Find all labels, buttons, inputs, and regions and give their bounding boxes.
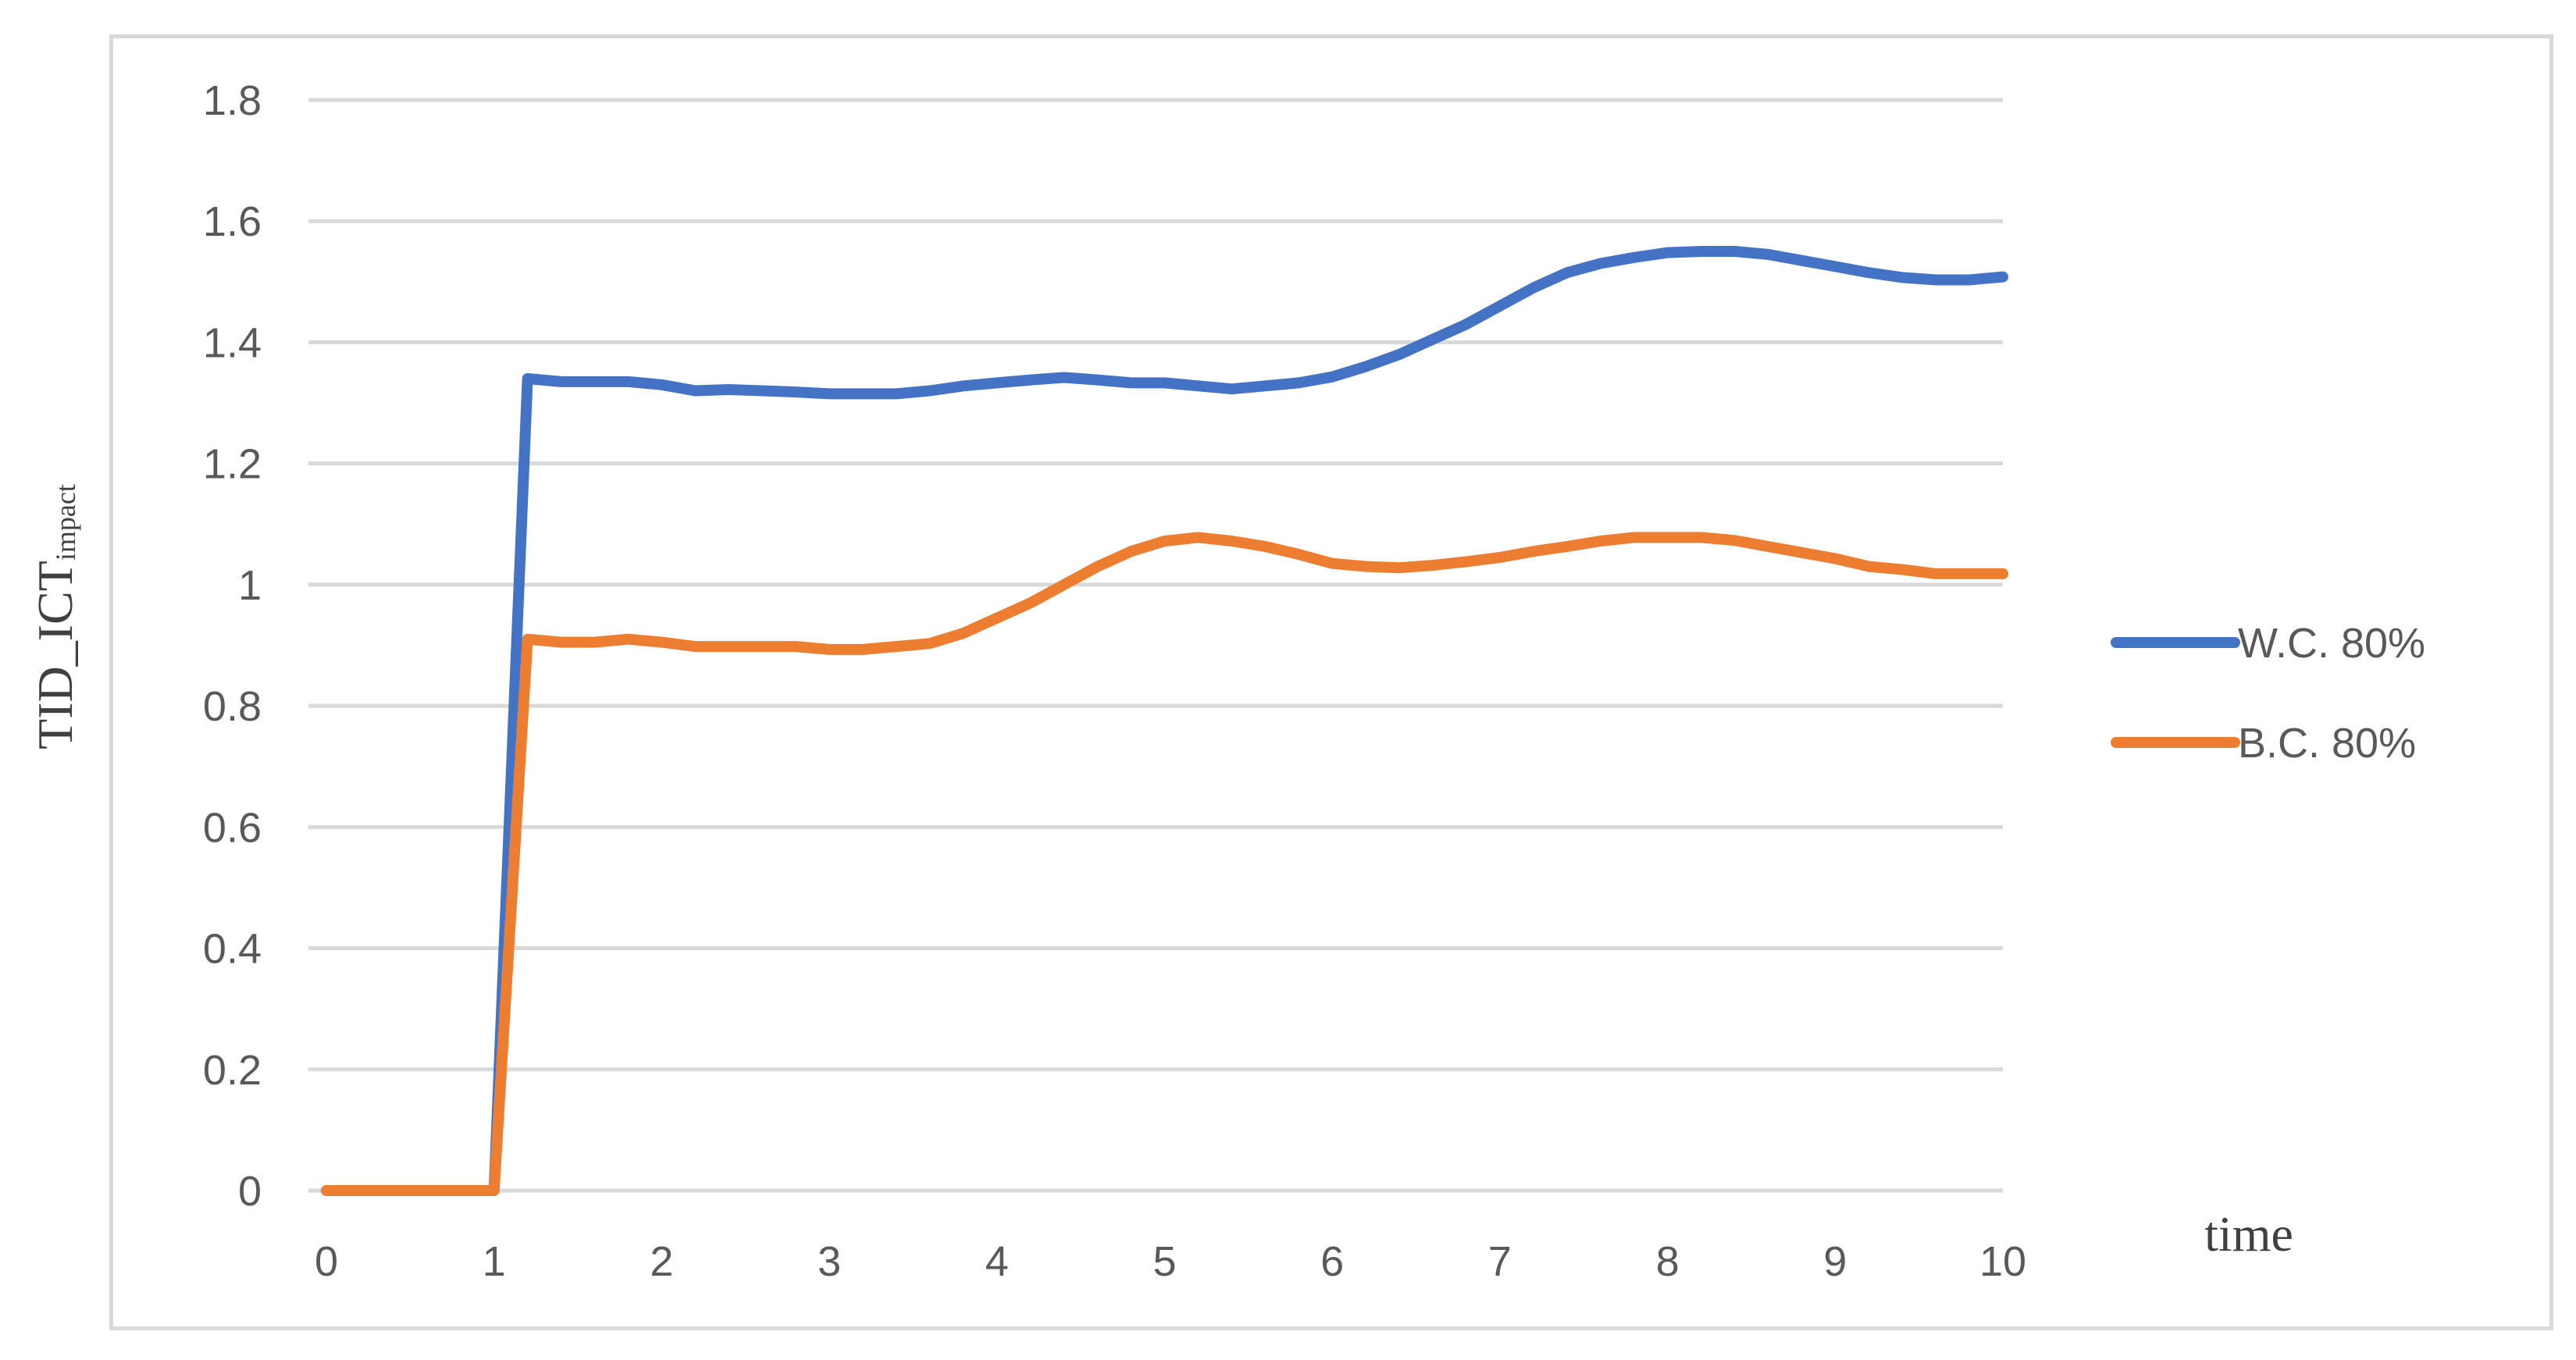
x-tick-label: 3 (818, 1238, 841, 1285)
y-tick-label: 0.2 (203, 1047, 262, 1094)
gridlines (308, 98, 2003, 1193)
x-tick-label: 0 (315, 1238, 338, 1285)
x-tick-label: 5 (1153, 1238, 1176, 1285)
x-tick-label: 2 (650, 1238, 673, 1285)
x-tick-label: 7 (1488, 1238, 1512, 1285)
y-tick-label: 0.8 (203, 683, 262, 730)
x-axis-title: time (2204, 1206, 2293, 1262)
y-tick-label: 1.6 (203, 198, 262, 245)
x-axis-ticks: 0 1 2 3 4 5 6 7 8 9 10 (315, 1238, 2026, 1285)
y-tick-label: 1.4 (203, 319, 262, 366)
y-axis-title-main: TID_ICT (27, 561, 83, 749)
y-tick-label: 0.4 (203, 926, 262, 973)
x-tick-label: 9 (1823, 1238, 1847, 1285)
series-line-wc (321, 246, 2008, 1196)
y-tick-label: 0.6 (203, 804, 262, 851)
x-tick-label: 8 (1656, 1238, 1680, 1285)
x-tick-label: 4 (985, 1238, 1009, 1285)
y-axis-title: TID_ICTimpact (27, 484, 83, 749)
series-lines (321, 246, 2008, 1196)
y-axis-ticks: 0 0.2 0.4 0.6 0.8 1 1.2 1.4 1.6 1.8 (203, 77, 262, 1215)
y-tick-label: 1.2 (203, 441, 262, 488)
y-tick-label: 0 (238, 1168, 262, 1215)
x-tick-label: 10 (1979, 1238, 2026, 1285)
y-axis-title-subscript: impact (50, 484, 81, 561)
y-tick-label: 1 (238, 562, 262, 609)
x-tick-label: 6 (1320, 1238, 1344, 1285)
y-tick-label: 1.8 (203, 77, 262, 124)
series-line-bc (321, 532, 2008, 1196)
legend-label-bc: B.C. 80% (2238, 720, 2416, 767)
x-tick-label: 1 (483, 1238, 506, 1285)
legend-label-wc: W.C. 80% (2238, 620, 2425, 667)
legend: W.C. 80% B.C. 80% (2111, 620, 2425, 767)
